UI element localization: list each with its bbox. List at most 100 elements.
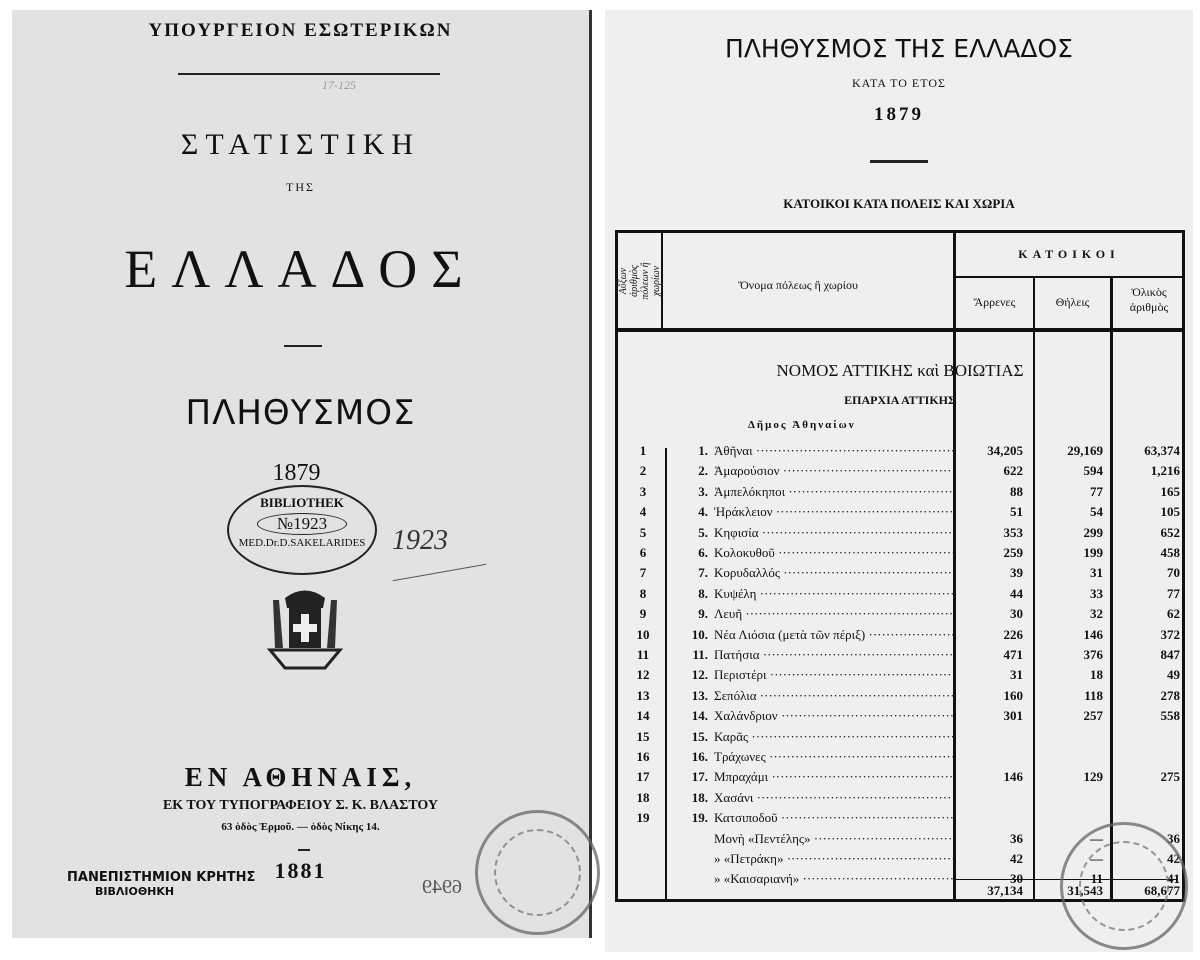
university-seal-icon <box>1060 822 1188 950</box>
library-oval-stamp: BIBLIOTHEK №1923 MED.Dr.D.SAKELARIDES <box>227 485 377 575</box>
row-index: 18 <box>636 789 650 805</box>
total-count: 62 <box>1167 606 1180 622</box>
title-line-3: ΕΛΛΑΔΟΣ <box>124 239 477 299</box>
place-name: Μονὴ «Πεντέλης» <box>714 831 954 847</box>
table-row: 5 5. Κηφισία 353 299 652 <box>618 523 1182 543</box>
male-count: 146 <box>1003 769 1024 785</box>
row-number: 19. <box>691 810 708 826</box>
total-count: 652 <box>1160 524 1181 540</box>
prefecture-heading: ΝΟΜΟΣ ΑΤΤΙΚΗΣ καὶ ΒΟΙΩΤΙΑΣ <box>776 361 1024 380</box>
row-index: 1 <box>639 443 647 458</box>
table-row: 14 14. Χαλάνδριον 301 257 558 <box>618 706 1182 726</box>
place-name: » «Καισαριανή» <box>714 871 954 887</box>
place-name: Ἀμαρούσιον <box>714 463 954 479</box>
stamp-line-1: ΠΑΝΕΠΙΣΤΗΜΙΟΝ ΚΡΗΤΗΣ <box>67 870 256 885</box>
place-name: Κυψέλη <box>714 586 954 602</box>
total-count: 558 <box>1160 708 1181 724</box>
place-name: Χαλάνδριον <box>714 708 954 724</box>
table-row: 1 1. Ἀθῆναι 34,205 29,169 63,374 <box>618 441 1182 461</box>
col-divider <box>665 448 667 899</box>
subject-heading: ΠΛΗΘΥΣΜΟΣ <box>185 393 416 433</box>
column-group-inhabitants: ΚΑΤΟΙΚΟΙ <box>1018 247 1120 261</box>
column-header-male: Ἄρρενες <box>973 295 1016 309</box>
total-count: 77 <box>1167 585 1180 601</box>
table-row: 17 17. Μπραχάμι 146 129 275 <box>618 767 1182 787</box>
table-row: 10 10. Νέα Λιόσια (μετὰ τῶν πέριξ) 226 146 37… <box>618 625 1182 645</box>
table-row: 15 15. Καρᾶς <box>618 727 1182 747</box>
female-count: 146 <box>1083 626 1104 642</box>
female-count: 31 <box>1090 565 1103 581</box>
row-number: 16. <box>691 749 708 764</box>
printer: ΕΚ ΤΟΥ ΤΥΠΟΓΡΑΦΕΙΟΥ Σ. Κ. ΒΛΑΣΤΟΥ <box>162 798 439 813</box>
female-count: 594 <box>1083 463 1104 479</box>
title-line-2: ΤΗΣ <box>286 180 315 194</box>
female-count: 54 <box>1090 504 1103 520</box>
total-count: 105 <box>1160 504 1181 520</box>
col-divider <box>953 233 956 899</box>
male-count: 88 <box>1010 483 1023 499</box>
shelf-mark: 6949 <box>422 876 462 898</box>
place-name: » «Πετράκη» <box>714 851 954 867</box>
total-count: 1,216 <box>1150 463 1180 479</box>
university-library-stamp: ΠΑΝΕΠΙΣΤΗΜΙΟΝ ΚΡΗΤΗΣ ΒΙΒΛΙΟΘΗΚΗ <box>67 870 255 898</box>
row-index: 19 <box>636 810 650 826</box>
row-number: 4. <box>698 504 708 520</box>
female-count: 299 <box>1083 524 1104 540</box>
table-row: 4 4. Ἡράκλειον 51 54 105 <box>618 502 1182 522</box>
place-name: Ἀμπελόκηποι <box>714 484 954 500</box>
place-name: Ἡράκλειον <box>714 504 954 520</box>
column-header-index: Αὔξων ἀριθμὸς πόλεων ἢ χωρίων <box>618 262 662 300</box>
row-number: 9. <box>698 606 708 622</box>
row-number: 17. <box>691 769 708 785</box>
column-header-total: Ὁλικὸς ἀριθμὸς <box>1129 285 1169 314</box>
male-count: 30 <box>1010 871 1023 887</box>
pencil-note: 17-125 <box>322 78 356 92</box>
place-name: Περιστέρι <box>714 667 954 683</box>
table-page: ΠΛΗΘΥΣΜΟΣ ΤΗΣ ΕΛΛΑΔΟΣ ΚΑΤΑ ΤΟ ΕΤΟΣ 1879 … <box>605 10 1193 952</box>
row-index: 2 <box>639 463 647 479</box>
table-row: 13 13. Σεπόλια 160 118 278 <box>618 686 1182 706</box>
row-index: 8 <box>639 585 647 601</box>
place-name: Τράχωνες <box>714 749 954 765</box>
coat-of-arms-icon <box>266 590 344 670</box>
stamp-text-top: BIBLIOTHEK <box>260 495 344 510</box>
row-number: 13. <box>691 687 708 703</box>
female-count: 118 <box>1084 687 1103 703</box>
total-count: 165 <box>1160 483 1181 499</box>
row-number: 2. <box>698 463 708 479</box>
row-number: 12. <box>691 667 708 683</box>
row-number: 11. <box>692 647 708 662</box>
place-name: Σεπόλια <box>714 688 954 704</box>
male-count: 36 <box>1010 830 1023 846</box>
row-number: 10. <box>691 626 708 642</box>
place-name: Ἀθῆναι <box>714 443 954 459</box>
table-row: 9 9. Λευῆ 30 32 62 <box>618 604 1182 624</box>
total-count: 372 <box>1160 626 1181 642</box>
place-name: Νέα Λιόσια (μετὰ τῶν πέριξ) <box>714 627 954 643</box>
handwritten-number: 1923 <box>392 525 448 556</box>
university-seal-icon <box>475 810 600 935</box>
place-name: Χασάνι <box>714 790 954 806</box>
total-count: 847 <box>1160 647 1181 662</box>
female-count: 18 <box>1090 667 1103 683</box>
divider <box>178 73 440 75</box>
row-number: 6. <box>698 545 708 560</box>
place-of-publication: ΕΝ ΑΘΗΝΑΙΣ, <box>184 762 417 792</box>
place-name: Πατήσια <box>714 647 954 663</box>
male-count: 39 <box>1010 565 1023 581</box>
total-count: 458 <box>1160 545 1181 560</box>
male-count: 42 <box>1010 851 1023 866</box>
table-row: 2 2. Ἀμαρούσιον 622 594 1,216 <box>618 461 1182 481</box>
row-number: 7. <box>698 565 708 581</box>
place-name: Λευῆ <box>714 606 954 622</box>
row-index: 6 <box>639 545 647 560</box>
printer-address: 63 ὁδὸς Ἑρμοῦ. — ὁδὸς Νίκης 14. <box>221 821 380 833</box>
table-row: 8 8. Κυψέλη 44 33 77 <box>618 584 1182 604</box>
place-name: Καρᾶς <box>714 729 954 745</box>
divider <box>298 849 310 851</box>
female-count: 199 <box>1083 545 1104 560</box>
table-row: 7 7. Κορυδαλλός 39 31 70 <box>618 563 1182 583</box>
female-count: 29,169 <box>1067 443 1103 458</box>
row-index: 7 <box>639 565 647 581</box>
column-header-name: Ὄνομα πόλεως ἢ χωρίου <box>738 278 858 292</box>
